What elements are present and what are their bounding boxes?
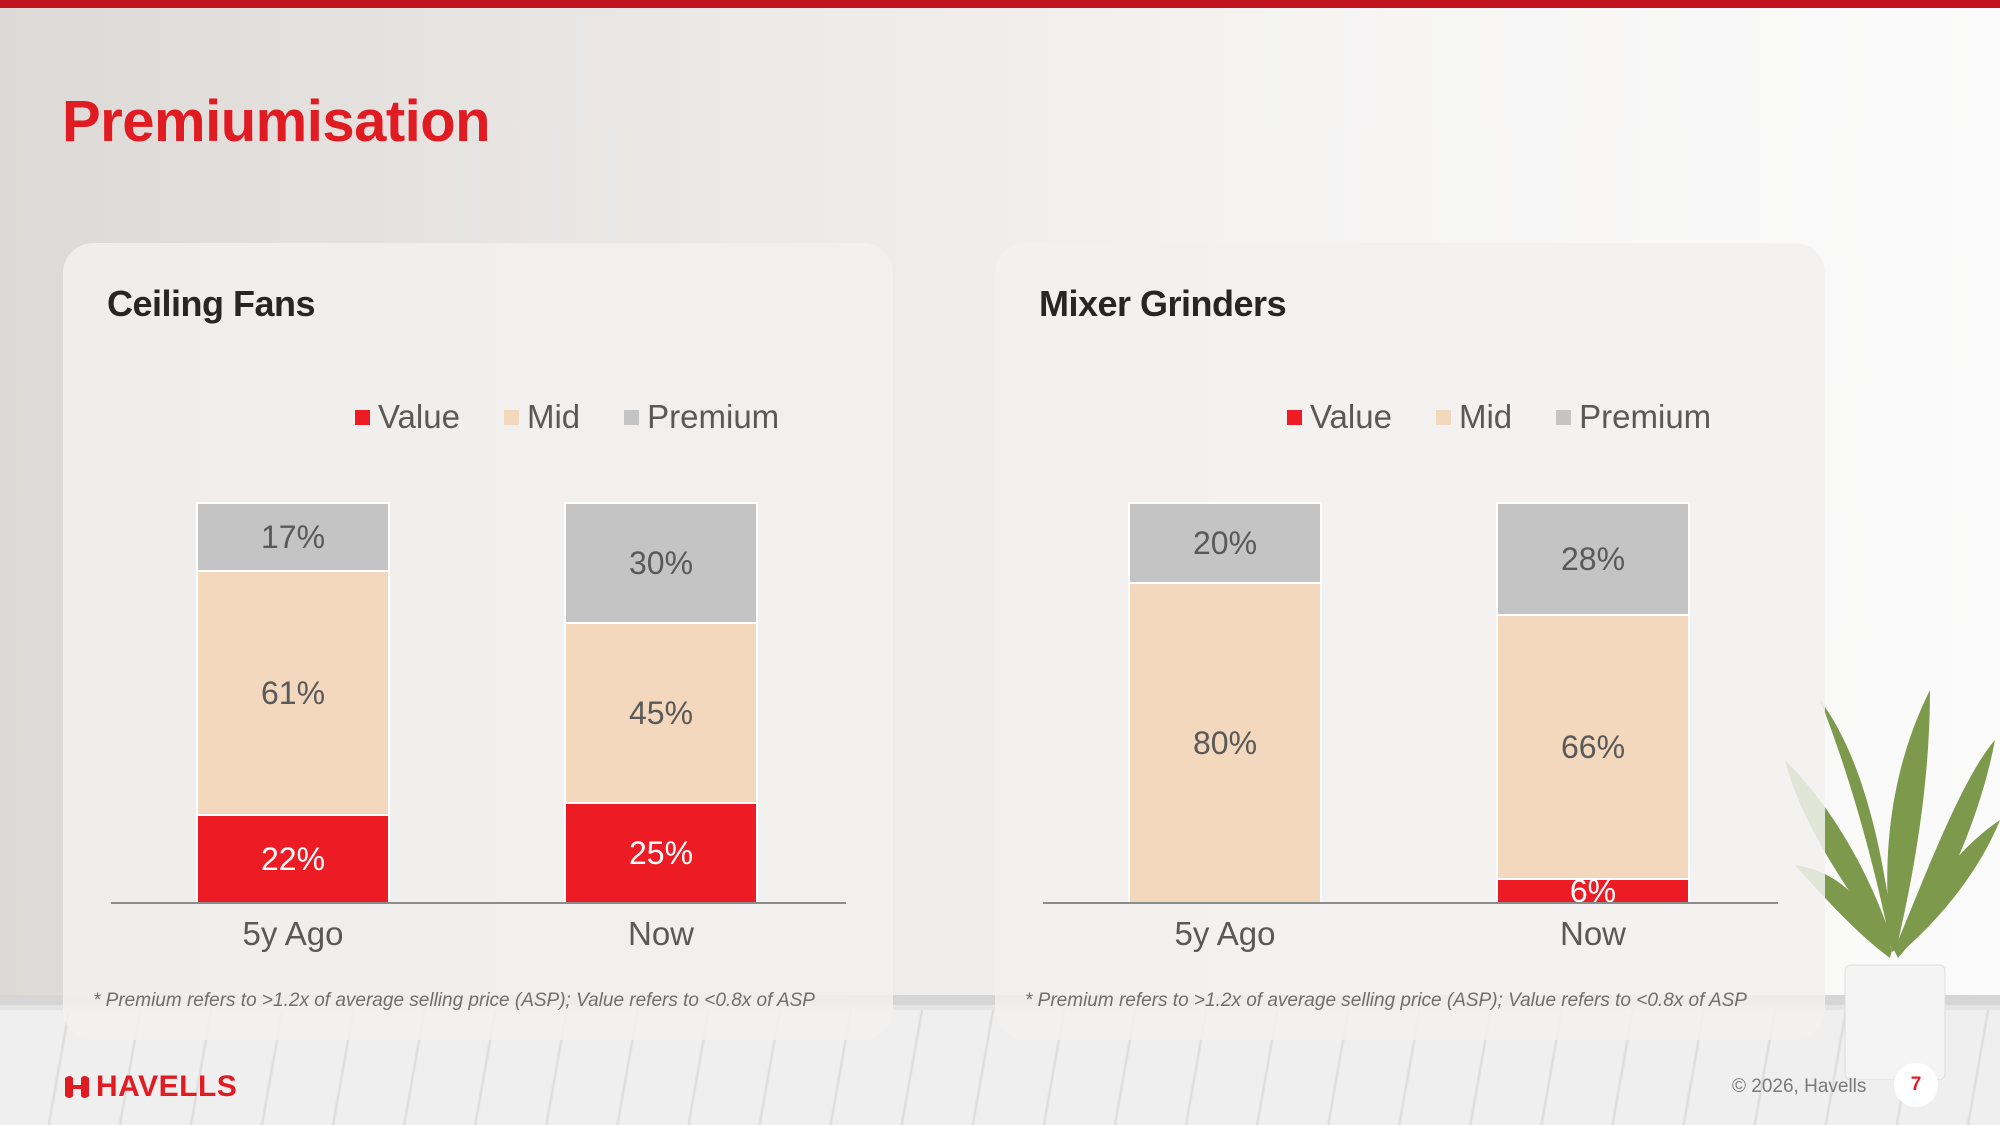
legend-label: Premium <box>1579 398 1712 435</box>
legend-label: Mid <box>526 398 581 435</box>
data-label: 28% <box>1561 541 1625 577</box>
bar-segment-mid <box>564 622 758 804</box>
legend-label: Mid <box>1458 398 1513 435</box>
bar-segment-premium <box>564 502 758 624</box>
bar-segment-mid <box>1496 614 1690 880</box>
legend-swatch-value <box>1287 409 1302 425</box>
legend-item-value: Value <box>1287 398 1392 436</box>
bar-segment-value <box>564 802 758 904</box>
top-accent-bar <box>0 0 2000 8</box>
legend-item-value: Value <box>355 398 460 436</box>
chart-title: Mixer Grinders <box>1039 283 1287 324</box>
bar-segment-value <box>1496 878 1690 904</box>
stacked-bar-chart: 22% 61% 17% 5y Ago 25% 45% 30% Now <box>111 502 846 952</box>
chart-title: Ceiling Fans <box>107 283 316 324</box>
data-label: 61% <box>261 675 325 711</box>
legend-item-premium: Premium <box>624 398 779 436</box>
data-label: 22% <box>261 841 325 877</box>
x-tick-label: 5y Ago <box>243 915 344 952</box>
bar-segment-mid <box>196 570 390 816</box>
data-label: 25% <box>629 835 693 871</box>
legend-swatch-premium <box>1556 409 1572 425</box>
data-label: 20% <box>1193 525 1257 561</box>
data-label: 80% <box>1193 725 1257 761</box>
data-label: 17% <box>261 519 325 555</box>
data-label: 30% <box>629 545 693 581</box>
data-label: 66% <box>1561 729 1625 765</box>
chart-footnote: * Premium refers to >1.2x of average sel… <box>93 990 815 1011</box>
bar-segment-premium <box>196 502 390 572</box>
page-title: Premiumisation <box>62 89 491 154</box>
bar-segment-premium <box>1496 502 1690 616</box>
logo-text: HAVELLS <box>96 1070 238 1103</box>
havells-logo: HAVELLS <box>62 1070 237 1104</box>
page-number: 7 <box>1910 1074 1922 1095</box>
page-number-badge: 7 <box>1894 1063 1938 1107</box>
havells-logo-icon <box>65 1076 89 1098</box>
legend-swatch-value <box>355 409 370 425</box>
legend-label: Value <box>1310 398 1392 435</box>
legend-item-mid: Mid <box>503 398 581 436</box>
chart-panel-mixer-grinders: Mixer Grinders Value Mid Premium 80% 20% 5… <box>995 243 1825 1040</box>
bar-segment-premium <box>1128 502 1322 584</box>
bar-segment-mid <box>1128 582 1322 904</box>
data-label: 45% <box>629 695 693 731</box>
legend-label: Value <box>378 398 460 435</box>
legend-label: Premium <box>647 398 780 435</box>
chart-legend: Value Mid Premium <box>355 398 823 436</box>
x-tick-label: Now <box>1560 915 1626 952</box>
legend-swatch-mid <box>503 409 519 425</box>
x-tick-label: Now <box>628 915 694 952</box>
chart-legend: Value Mid Premium <box>1287 398 1755 436</box>
legend-item-mid: Mid <box>1435 398 1513 436</box>
chart-footnote: * Premium refers to >1.2x of average sel… <box>1025 990 1747 1011</box>
copyright-text: © 2026, Havells <box>1732 1076 1867 1097</box>
chart-panel-ceiling-fans: Ceiling Fans Value Mid Premium 22% 61% 17%… <box>63 243 893 1040</box>
legend-item-premium: Premium <box>1556 398 1711 436</box>
x-tick-label: 5y Ago <box>1175 915 1276 952</box>
legend-swatch-mid <box>1435 409 1451 425</box>
legend-swatch-premium <box>624 409 640 425</box>
